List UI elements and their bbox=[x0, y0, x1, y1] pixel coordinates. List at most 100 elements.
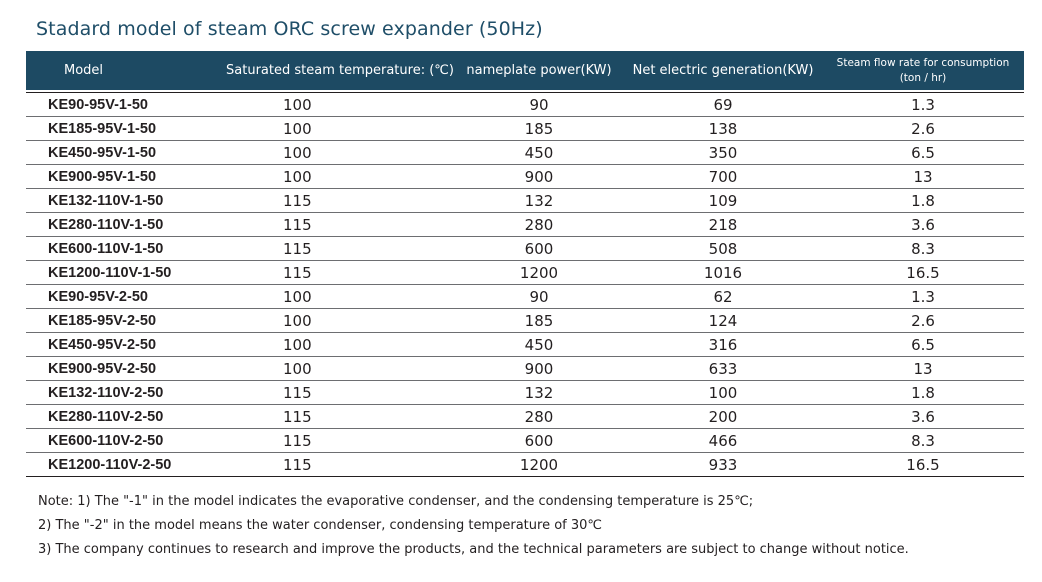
table-row: KE450-95V-1-50 100 450 350 6.5 bbox=[26, 140, 1024, 165]
cell-nameplate-power: 1200 bbox=[454, 452, 624, 477]
table-row: KE280-110V-2-50 115 280 200 3.6 bbox=[26, 404, 1024, 429]
header-temperature: Saturated steam temperature: (℃) bbox=[226, 63, 454, 78]
cell-steam-flow: 8.3 bbox=[822, 428, 1024, 453]
cell-steam-flow: 16.5 bbox=[822, 260, 1024, 285]
cell-steam-flow: 8.3 bbox=[822, 236, 1024, 261]
cell-steam-flow: 3.6 bbox=[822, 212, 1024, 237]
cell-nameplate-power: 132 bbox=[454, 188, 624, 213]
cell-nameplate-power: 600 bbox=[454, 236, 624, 261]
header-steam-flow-line1: Steam flow rate for consumption bbox=[836, 56, 1010, 69]
table-row: KE1200-110V-2-50 115 1200 933 16.5 bbox=[26, 452, 1024, 477]
cell-net-generation: 62 bbox=[624, 284, 822, 309]
cell-steam-flow: 1.8 bbox=[822, 188, 1024, 213]
cell-model: KE132-110V-2-50 bbox=[26, 380, 226, 405]
cell-model: KE600-110V-1-50 bbox=[26, 236, 226, 261]
cell-model: KE185-95V-1-50 bbox=[26, 116, 226, 141]
cell-model: KE185-95V-2-50 bbox=[26, 308, 226, 333]
cell-steam-flow: 3.6 bbox=[822, 404, 1024, 429]
cell-nameplate-power: 280 bbox=[454, 404, 624, 429]
cell-temperature: 115 bbox=[226, 428, 454, 453]
cell-steam-flow: 1.3 bbox=[822, 284, 1024, 309]
cell-steam-flow: 1.8 bbox=[822, 380, 1024, 405]
table-row: KE450-95V-2-50 100 450 316 6.5 bbox=[26, 332, 1024, 357]
cell-steam-flow: 13 bbox=[822, 356, 1024, 381]
note-1: Note: 1) The "-1" in the model indicates… bbox=[38, 494, 754, 509]
cell-steam-flow: 6.5 bbox=[822, 140, 1024, 165]
header-row: Model Saturated steam temperature: (℃) n… bbox=[26, 51, 1024, 90]
table-row: KE185-95V-2-50 100 185 124 2.6 bbox=[26, 308, 1024, 333]
cell-temperature: 100 bbox=[226, 116, 454, 141]
table-row: KE132-110V-1-50 115 132 109 1.8 bbox=[26, 188, 1024, 213]
cell-nameplate-power: 185 bbox=[454, 116, 624, 141]
table-row: KE600-110V-2-50 115 600 466 8.3 bbox=[26, 428, 1024, 453]
cell-net-generation: 508 bbox=[624, 236, 822, 261]
cell-model: KE280-110V-1-50 bbox=[26, 212, 226, 237]
cell-net-generation: 218 bbox=[624, 212, 822, 237]
cell-model: KE900-95V-1-50 bbox=[26, 164, 226, 189]
table-row: KE280-110V-1-50 115 280 218 3.6 bbox=[26, 212, 1024, 237]
cell-temperature: 100 bbox=[226, 308, 454, 333]
header-model: Model bbox=[64, 63, 104, 78]
table-body: KE90-95V-1-50 100 90 69 1.3 KE185-95V-1-50 100… bbox=[26, 92, 1024, 477]
cell-model: KE450-95V-2-50 bbox=[26, 332, 226, 357]
spec-table: Model Saturated steam temperature: (℃) n… bbox=[26, 51, 1024, 477]
cell-temperature: 115 bbox=[226, 380, 454, 405]
cell-nameplate-power: 450 bbox=[454, 332, 624, 357]
cell-net-generation: 100 bbox=[624, 380, 822, 405]
cell-net-generation: 316 bbox=[624, 332, 822, 357]
cell-model: KE900-95V-2-50 bbox=[26, 356, 226, 381]
cell-temperature: 100 bbox=[226, 284, 454, 309]
cell-nameplate-power: 900 bbox=[454, 164, 624, 189]
cell-net-generation: 700 bbox=[624, 164, 822, 189]
cell-steam-flow: 16.5 bbox=[822, 452, 1024, 477]
cell-nameplate-power: 280 bbox=[454, 212, 624, 237]
header-steam-flow-line2: (ton / hr) bbox=[899, 71, 947, 84]
cell-nameplate-power: 1200 bbox=[454, 260, 624, 285]
cell-net-generation: 466 bbox=[624, 428, 822, 453]
header-nameplate-power: nameplate power(KW) bbox=[466, 63, 612, 78]
cell-model: KE450-95V-1-50 bbox=[26, 140, 226, 165]
cell-net-generation: 69 bbox=[624, 92, 822, 117]
table-row: KE900-95V-1-50 100 900 700 13 bbox=[26, 164, 1024, 189]
cell-nameplate-power: 90 bbox=[454, 284, 624, 309]
table-header: Model Saturated steam temperature: (℃) n… bbox=[26, 51, 1024, 90]
cell-net-generation: 633 bbox=[624, 356, 822, 381]
notes: Note: 1) The "-1" in the model indicates… bbox=[38, 490, 909, 562]
table-row: KE900-95V-2-50 100 900 633 13 bbox=[26, 356, 1024, 381]
cell-model: KE1200-110V-1-50 bbox=[26, 260, 226, 285]
cell-steam-flow: 1.3 bbox=[822, 92, 1024, 117]
cell-nameplate-power: 185 bbox=[454, 308, 624, 333]
cell-nameplate-power: 90 bbox=[454, 92, 624, 117]
table-row: KE185-95V-1-50 100 185 138 2.6 bbox=[26, 116, 1024, 141]
cell-net-generation: 109 bbox=[624, 188, 822, 213]
cell-model: KE90-95V-2-50 bbox=[26, 284, 226, 309]
cell-steam-flow: 13 bbox=[822, 164, 1024, 189]
cell-temperature: 115 bbox=[226, 260, 454, 285]
table-row: KE90-95V-1-50 100 90 69 1.3 bbox=[26, 92, 1024, 117]
note-3: 3) The company continues to research and… bbox=[38, 542, 909, 557]
cell-net-generation: 138 bbox=[624, 116, 822, 141]
cell-net-generation: 1016 bbox=[624, 260, 822, 285]
cell-temperature: 115 bbox=[226, 188, 454, 213]
note-2: 2) The "-2" in the model means the water… bbox=[38, 518, 603, 533]
cell-temperature: 100 bbox=[226, 356, 454, 381]
cell-temperature: 115 bbox=[226, 212, 454, 237]
cell-temperature: 100 bbox=[226, 140, 454, 165]
cell-temperature: 115 bbox=[226, 404, 454, 429]
cell-model: KE132-110V-1-50 bbox=[26, 188, 226, 213]
cell-net-generation: 933 bbox=[624, 452, 822, 477]
header-steam-flow: Steam flow rate for consumption (ton / h… bbox=[822, 51, 1024, 90]
table-row: KE132-110V-2-50 115 132 100 1.8 bbox=[26, 380, 1024, 405]
cell-temperature: 100 bbox=[226, 92, 454, 117]
cell-model: KE280-110V-2-50 bbox=[26, 404, 226, 429]
header-net-generation: Net electric generation(KW) bbox=[632, 63, 814, 78]
table-row: KE1200-110V-1-50 115 1200 1016 16.5 bbox=[26, 260, 1024, 285]
cell-nameplate-power: 450 bbox=[454, 140, 624, 165]
cell-net-generation: 200 bbox=[624, 404, 822, 429]
cell-temperature: 115 bbox=[226, 452, 454, 477]
spec-table-container: Model Saturated steam temperature: (℃) n… bbox=[26, 51, 1024, 477]
table-row: KE600-110V-1-50 115 600 508 8.3 bbox=[26, 236, 1024, 261]
cell-temperature: 100 bbox=[226, 164, 454, 189]
cell-nameplate-power: 600 bbox=[454, 428, 624, 453]
cell-temperature: 115 bbox=[226, 236, 454, 261]
